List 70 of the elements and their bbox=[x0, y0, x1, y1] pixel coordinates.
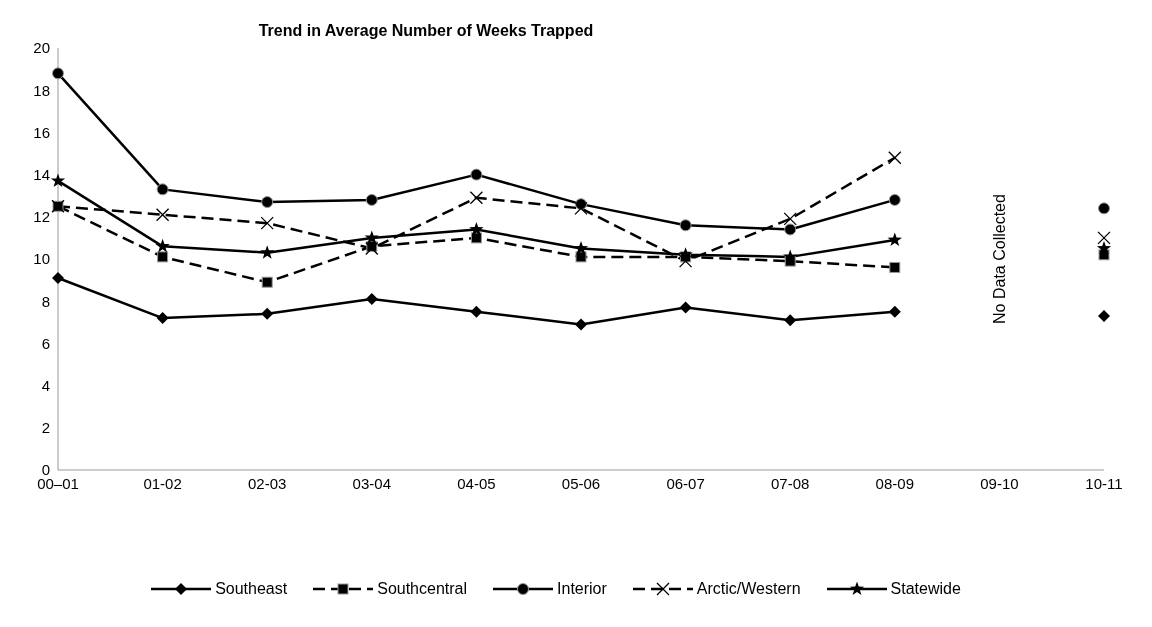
point bbox=[783, 212, 797, 226]
point bbox=[52, 271, 64, 284]
x-tick-label: 02-03 bbox=[248, 474, 287, 492]
x-tick-label: 09-10 bbox=[980, 474, 1019, 492]
point bbox=[574, 201, 588, 216]
y-tick-label: 16 bbox=[33, 123, 50, 141]
point bbox=[888, 193, 901, 206]
point bbox=[1098, 202, 1110, 215]
point bbox=[261, 307, 274, 320]
y-tick-label: 20 bbox=[33, 39, 50, 57]
point bbox=[783, 249, 798, 263]
x-tick-label: 05-06 bbox=[561, 474, 601, 492]
point bbox=[365, 293, 378, 306]
point bbox=[889, 261, 901, 273]
point bbox=[784, 314, 797, 327]
point bbox=[1096, 240, 1112, 255]
point bbox=[155, 238, 170, 253]
y-tick-label: 10 bbox=[33, 250, 50, 268]
point bbox=[1097, 231, 1111, 245]
point bbox=[470, 168, 483, 181]
point bbox=[260, 216, 274, 230]
point bbox=[575, 318, 587, 331]
y-tick-label: 18 bbox=[33, 81, 50, 99]
legend-label: Arctic/Western bbox=[696, 580, 801, 598]
point bbox=[365, 241, 379, 256]
point bbox=[261, 276, 273, 288]
x-tick-label: 06-07 bbox=[666, 474, 705, 492]
point bbox=[52, 67, 64, 80]
point bbox=[1098, 309, 1110, 322]
x-tick-label: 03-04 bbox=[352, 474, 391, 492]
x-tick-label: 07-08 bbox=[771, 474, 810, 492]
point bbox=[888, 305, 901, 318]
point bbox=[260, 245, 275, 259]
point bbox=[261, 196, 274, 209]
x-tick-label: 04-05 bbox=[457, 474, 496, 492]
point bbox=[156, 183, 169, 196]
point bbox=[679, 219, 692, 232]
annotation: No Data Collected bbox=[990, 194, 1008, 324]
point bbox=[678, 247, 693, 261]
legend-label: Interior bbox=[557, 580, 607, 598]
legend-label: Statewide bbox=[890, 580, 961, 598]
legend-label: Southcentral bbox=[377, 580, 468, 598]
point bbox=[888, 151, 902, 165]
point bbox=[469, 221, 484, 236]
point bbox=[887, 232, 902, 247]
point bbox=[470, 232, 482, 244]
point bbox=[470, 305, 483, 318]
point bbox=[573, 240, 589, 255]
y-tick-label: 12 bbox=[33, 208, 50, 226]
chart-title: Trend in Average Number of Weeks Trapped bbox=[258, 22, 594, 39]
point bbox=[678, 254, 693, 268]
point bbox=[364, 230, 379, 244]
y-tick-label: 8 bbox=[41, 292, 50, 310]
y-tick-label: 4 bbox=[41, 376, 50, 394]
y-tick-label: 6 bbox=[41, 334, 50, 352]
legend-label: Southeast bbox=[215, 580, 288, 598]
x-tick-label: 01-02 bbox=[143, 474, 182, 492]
point bbox=[679, 301, 692, 314]
y-tick-label: 2 bbox=[41, 419, 50, 437]
point bbox=[365, 193, 378, 206]
point bbox=[50, 173, 66, 187]
point bbox=[469, 191, 484, 205]
x-tick-label: 10-11 bbox=[1085, 474, 1123, 492]
point bbox=[156, 312, 169, 325]
y-tick-label: 14 bbox=[33, 165, 50, 183]
point bbox=[155, 208, 170, 222]
x-tick-label: 08-09 bbox=[875, 474, 914, 492]
point bbox=[784, 223, 797, 236]
point bbox=[575, 251, 587, 263]
point bbox=[157, 251, 169, 263]
